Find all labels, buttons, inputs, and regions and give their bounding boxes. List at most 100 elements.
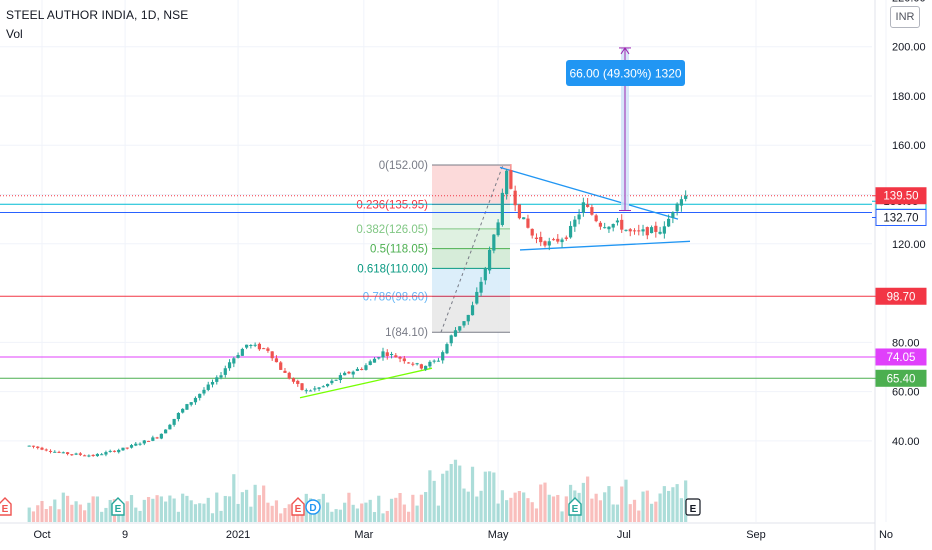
volume-bar <box>253 484 257 522</box>
fib-level-label[interactable]: 1(84.10) <box>385 327 428 339</box>
currency-badge[interactable]: INR <box>890 6 920 28</box>
price-tag-label[interactable]: 74.05 <box>887 352 916 364</box>
earnings-marker-label[interactable]: E <box>690 504 697 515</box>
volume-bar <box>360 503 364 522</box>
dividend-marker-label[interactable]: D <box>309 503 316 514</box>
measure-label[interactable]: 66.00 (49.30%) 1320 <box>569 67 681 81</box>
volume-bar <box>270 505 274 522</box>
candle-body <box>453 330 458 337</box>
price-tick-label[interactable]: 220.00 <box>892 0 926 4</box>
candle-body <box>347 371 351 374</box>
volume-bar <box>560 511 564 522</box>
price-tick-label[interactable]: 60.00 <box>892 387 920 399</box>
candle-body <box>274 358 279 363</box>
volume-bar <box>40 500 44 522</box>
time-tick-label[interactable]: No <box>879 529 893 541</box>
price-axis[interactable]: 40.0060.0080.00120.00140.00160.00180.002… <box>872 0 927 448</box>
earnings-marker-label[interactable]: E <box>572 504 579 515</box>
time-tick-label[interactable]: Sep <box>746 529 766 541</box>
measure-tool[interactable]: 66.00 (49.30%) 1320 <box>566 47 685 212</box>
dividend-marker[interactable] <box>305 499 321 515</box>
earnings-marker[interactable] <box>568 497 582 516</box>
price-tag-label[interactable]: 98.70 <box>887 291 916 303</box>
volume-bar <box>394 497 398 522</box>
price-tick-label[interactable]: 200.00 <box>892 42 926 54</box>
price-tick-label[interactable]: 120.00 <box>892 239 926 251</box>
time-tick-label[interactable]: Mar <box>354 529 373 541</box>
volume-bar <box>389 498 394 522</box>
volume-bar <box>466 491 470 522</box>
volume-bar <box>364 502 368 522</box>
trendline-resistance[interactable] <box>499 166 679 220</box>
fibonacci-retracement[interactable]: 0(152.00) 0.236(135.95) 0.382(126.05) 0.5(1… <box>356 160 510 339</box>
volume-bar <box>193 504 198 522</box>
candle-body <box>279 362 283 370</box>
volume-bar <box>445 470 449 522</box>
volume-bar <box>458 465 462 522</box>
candle-body <box>509 170 513 189</box>
fib-level-label[interactable]: 0.5(118.05) <box>370 244 428 256</box>
candle-body <box>70 454 74 456</box>
price-tick-label[interactable]: 40.00 <box>892 436 920 448</box>
fib-level-label[interactable]: 0.786(98.60) <box>363 291 428 303</box>
candle-body <box>227 362 232 369</box>
price-tick-label[interactable]: 160.00 <box>892 140 926 152</box>
trendlines[interactable] <box>299 166 691 399</box>
candle-body <box>125 447 129 449</box>
volume-bar <box>274 500 279 522</box>
volume-bar <box>628 504 632 522</box>
candle-body <box>321 386 325 388</box>
horizontal-levels[interactable] <box>0 195 872 379</box>
candle-body <box>492 234 496 251</box>
candle-body <box>27 445 31 447</box>
earnings-marker-label[interactable]: E <box>295 504 302 515</box>
fib-level-label[interactable]: 0(152.00) <box>379 160 428 172</box>
fib-level-label[interactable]: 0.236(135.95) <box>356 199 428 211</box>
candle-body <box>253 344 257 346</box>
volume-bar <box>441 473 445 522</box>
candle-body <box>40 447 44 450</box>
time-tick-label[interactable]: May <box>488 529 509 541</box>
volume-bar <box>326 502 330 522</box>
price-tick-label[interactable]: 80.00 <box>892 337 920 349</box>
candle-body <box>394 355 398 358</box>
measure-label-bg[interactable] <box>566 60 685 86</box>
earnings-marker-future[interactable] <box>685 498 701 516</box>
price-tag-label[interactable]: 139.50 <box>883 191 918 203</box>
earnings-marker[interactable] <box>111 497 125 516</box>
event-markers[interactable]: E E E E ED <box>0 497 701 516</box>
volume-bar <box>65 495 70 522</box>
earnings-marker-label[interactable]: E <box>2 504 9 515</box>
time-tick-label[interactable]: 2021 <box>226 529 250 541</box>
price-tag-label[interactable]: 65.40 <box>887 373 916 385</box>
earnings-marker-label[interactable]: E <box>115 504 122 515</box>
earnings-marker[interactable] <box>0 497 12 516</box>
candle-body <box>598 222 603 227</box>
earnings-marker[interactable] <box>291 497 305 516</box>
volume-bar <box>287 504 291 522</box>
trendline-green[interactable] <box>299 367 433 399</box>
time-tick-label[interactable]: 9 <box>122 529 128 541</box>
price-tick-label[interactable]: 180.00 <box>892 91 926 103</box>
candle-body <box>245 344 249 348</box>
candle-body <box>603 227 607 229</box>
price-tag-label[interactable]: 132.70 <box>883 212 918 224</box>
volume-bar <box>347 492 351 522</box>
symbol-title[interactable]: STEEL AUTHOR INDIA, 1D, NSE <box>6 8 189 22</box>
volume-bar <box>172 498 176 522</box>
candle-body <box>65 452 70 455</box>
candle-body <box>53 451 57 453</box>
time-axis[interactable]: Oct 9 2021 Mar May Jul Sep No <box>33 529 893 541</box>
volume-bar <box>257 495 261 522</box>
time-tick-label[interactable]: Jul <box>617 529 631 541</box>
fib-level-label[interactable]: 0.618(110.00) <box>357 263 428 275</box>
candle-body <box>594 215 598 222</box>
trendline-support[interactable] <box>519 240 691 251</box>
volume-legend[interactable]: Vol <box>6 27 23 41</box>
fib-level-label[interactable]: 0.382(126.05) <box>356 224 428 236</box>
candle-body <box>108 450 112 452</box>
volume-bar <box>245 489 249 522</box>
time-tick-label[interactable]: Oct <box>33 529 50 541</box>
volume-bar <box>355 508 360 522</box>
